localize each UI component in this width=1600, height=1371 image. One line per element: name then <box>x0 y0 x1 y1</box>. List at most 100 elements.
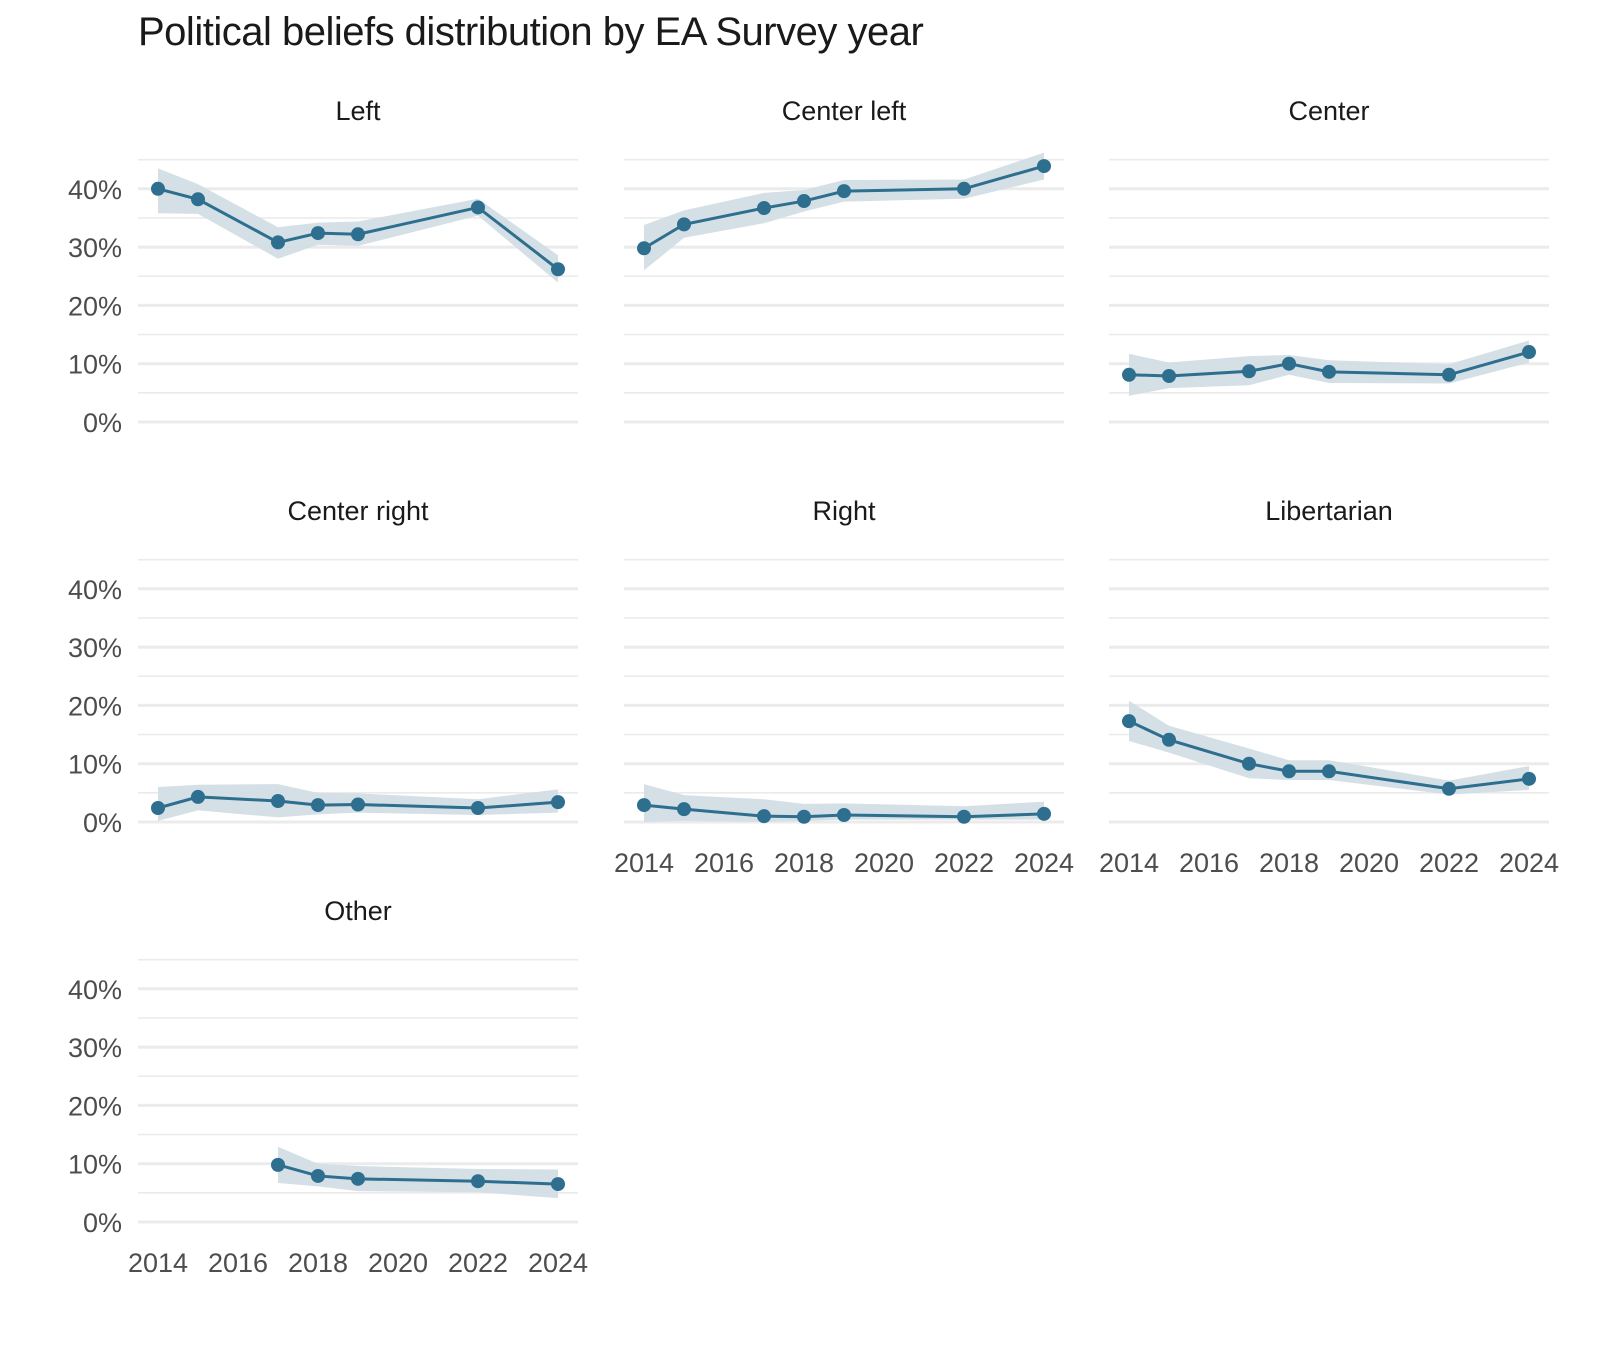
data-point <box>1282 356 1296 371</box>
y-tick-label: 0% <box>83 408 122 438</box>
data-point <box>471 1174 485 1189</box>
chart-title: Political beliefs distribution by EA Sur… <box>138 10 924 54</box>
y-tick-label: 10% <box>68 750 122 780</box>
y-tick-label: 0% <box>83 808 122 838</box>
facet-other: Other 0% 10% 20% 30% 40% 2014 2016 2018 2020 2022 2… <box>68 896 588 1278</box>
x-tick-label: 2014 <box>614 848 674 878</box>
confidence-band <box>644 152 1044 271</box>
data-point <box>351 797 365 812</box>
data-point <box>1037 159 1051 174</box>
facet-right: Right 2014 2016 2018 2020 2022 2024 <box>614 496 1074 878</box>
data-point <box>1037 806 1051 821</box>
data-point <box>1162 732 1176 747</box>
x-tick-label: 2016 <box>1179 848 1239 878</box>
data-point <box>1242 364 1256 379</box>
confidence-band <box>644 784 1044 822</box>
y-tick-label: 20% <box>68 691 122 721</box>
data-point <box>797 809 811 824</box>
data-point <box>1122 714 1136 729</box>
facet-label: Other <box>324 896 392 926</box>
data-point <box>311 226 325 241</box>
x-tick-label: 2016 <box>694 848 754 878</box>
data-point <box>797 194 811 209</box>
data-point <box>1522 771 1536 786</box>
x-tick-label: 2022 <box>1419 848 1479 878</box>
data-point <box>551 1177 565 1192</box>
x-tick-label: 2020 <box>368 1248 428 1278</box>
data-point <box>311 1168 325 1183</box>
facet-label: Left <box>335 96 381 126</box>
x-tick-label: 2018 <box>774 848 834 878</box>
data-point <box>151 801 165 816</box>
data-point <box>351 1171 365 1186</box>
y-tick-label: 10% <box>68 1150 122 1180</box>
data-point <box>837 184 851 199</box>
confidence-band <box>278 1146 558 1199</box>
data-point <box>1522 345 1536 360</box>
data-point <box>271 794 285 809</box>
data-point <box>837 808 851 823</box>
data-point <box>1442 367 1456 382</box>
y-tick-label: 30% <box>68 233 122 263</box>
data-point <box>637 798 651 813</box>
x-tick-label: 2020 <box>854 848 914 878</box>
data-point <box>677 217 691 232</box>
confidence-band <box>1129 700 1529 795</box>
y-tick-label: 20% <box>68 1091 122 1121</box>
data-point <box>1282 764 1296 779</box>
data-point <box>471 200 485 215</box>
facet-label: Center <box>1288 96 1369 126</box>
facet-label: Right <box>812 496 876 526</box>
x-tick-label: 2018 <box>288 1248 348 1278</box>
facet-center-right: Center right 0% 10% 20% 30% 40% <box>68 496 578 838</box>
data-point <box>551 795 565 810</box>
y-tick-label: 20% <box>68 291 122 321</box>
data-point <box>757 201 771 216</box>
x-tick-label: 2022 <box>934 848 994 878</box>
x-tick-label: 2020 <box>1339 848 1399 878</box>
data-point <box>1242 756 1256 771</box>
data-point <box>1162 368 1176 383</box>
x-tick-label: 2024 <box>1499 848 1559 878</box>
y-tick-label: 30% <box>68 1033 122 1063</box>
y-tick-label: 40% <box>68 575 122 605</box>
y-tick-label: 10% <box>68 350 122 380</box>
data-point <box>551 262 565 277</box>
y-tick-label: 0% <box>83 1208 122 1238</box>
data-point <box>271 1157 285 1172</box>
facet-center: Center <box>1109 96 1549 424</box>
facet-label: Center left <box>782 96 907 126</box>
facet-label: Center right <box>287 496 429 526</box>
data-point <box>151 181 165 196</box>
x-tick-label: 2018 <box>1259 848 1319 878</box>
data-point <box>1122 367 1136 382</box>
y-tick-label: 40% <box>68 975 122 1005</box>
x-tick-label: 2024 <box>1014 848 1074 878</box>
data-point <box>311 798 325 813</box>
data-point <box>471 801 485 816</box>
facet-label: Libertarian <box>1265 496 1393 526</box>
data-point <box>757 809 771 824</box>
data-point <box>957 809 971 824</box>
facet-center-left: Center left <box>624 96 1064 424</box>
data-point <box>637 241 651 256</box>
data-point <box>191 192 205 207</box>
data-point <box>957 181 971 196</box>
data-point <box>1322 764 1336 779</box>
y-tick-label: 40% <box>68 175 122 205</box>
x-tick-label: 2016 <box>208 1248 268 1278</box>
data-point <box>677 802 691 817</box>
data-point <box>1442 781 1456 796</box>
facet-left: Left 0% 10% 20% 30% 40% <box>68 96 578 438</box>
x-tick-label: 2022 <box>448 1248 508 1278</box>
y-tick-label: 30% <box>68 633 122 663</box>
x-tick-label: 2024 <box>528 1248 588 1278</box>
data-point <box>191 789 205 804</box>
x-tick-label: 2014 <box>1099 848 1159 878</box>
confidence-band <box>158 168 558 283</box>
data-point <box>271 235 285 250</box>
data-point <box>351 227 365 242</box>
data-point <box>1322 364 1336 379</box>
x-tick-label: 2014 <box>128 1248 188 1278</box>
